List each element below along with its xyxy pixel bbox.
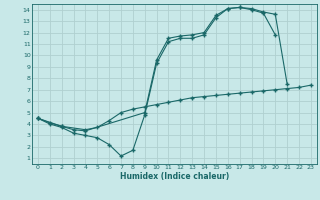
X-axis label: Humidex (Indice chaleur): Humidex (Indice chaleur) [120,172,229,181]
